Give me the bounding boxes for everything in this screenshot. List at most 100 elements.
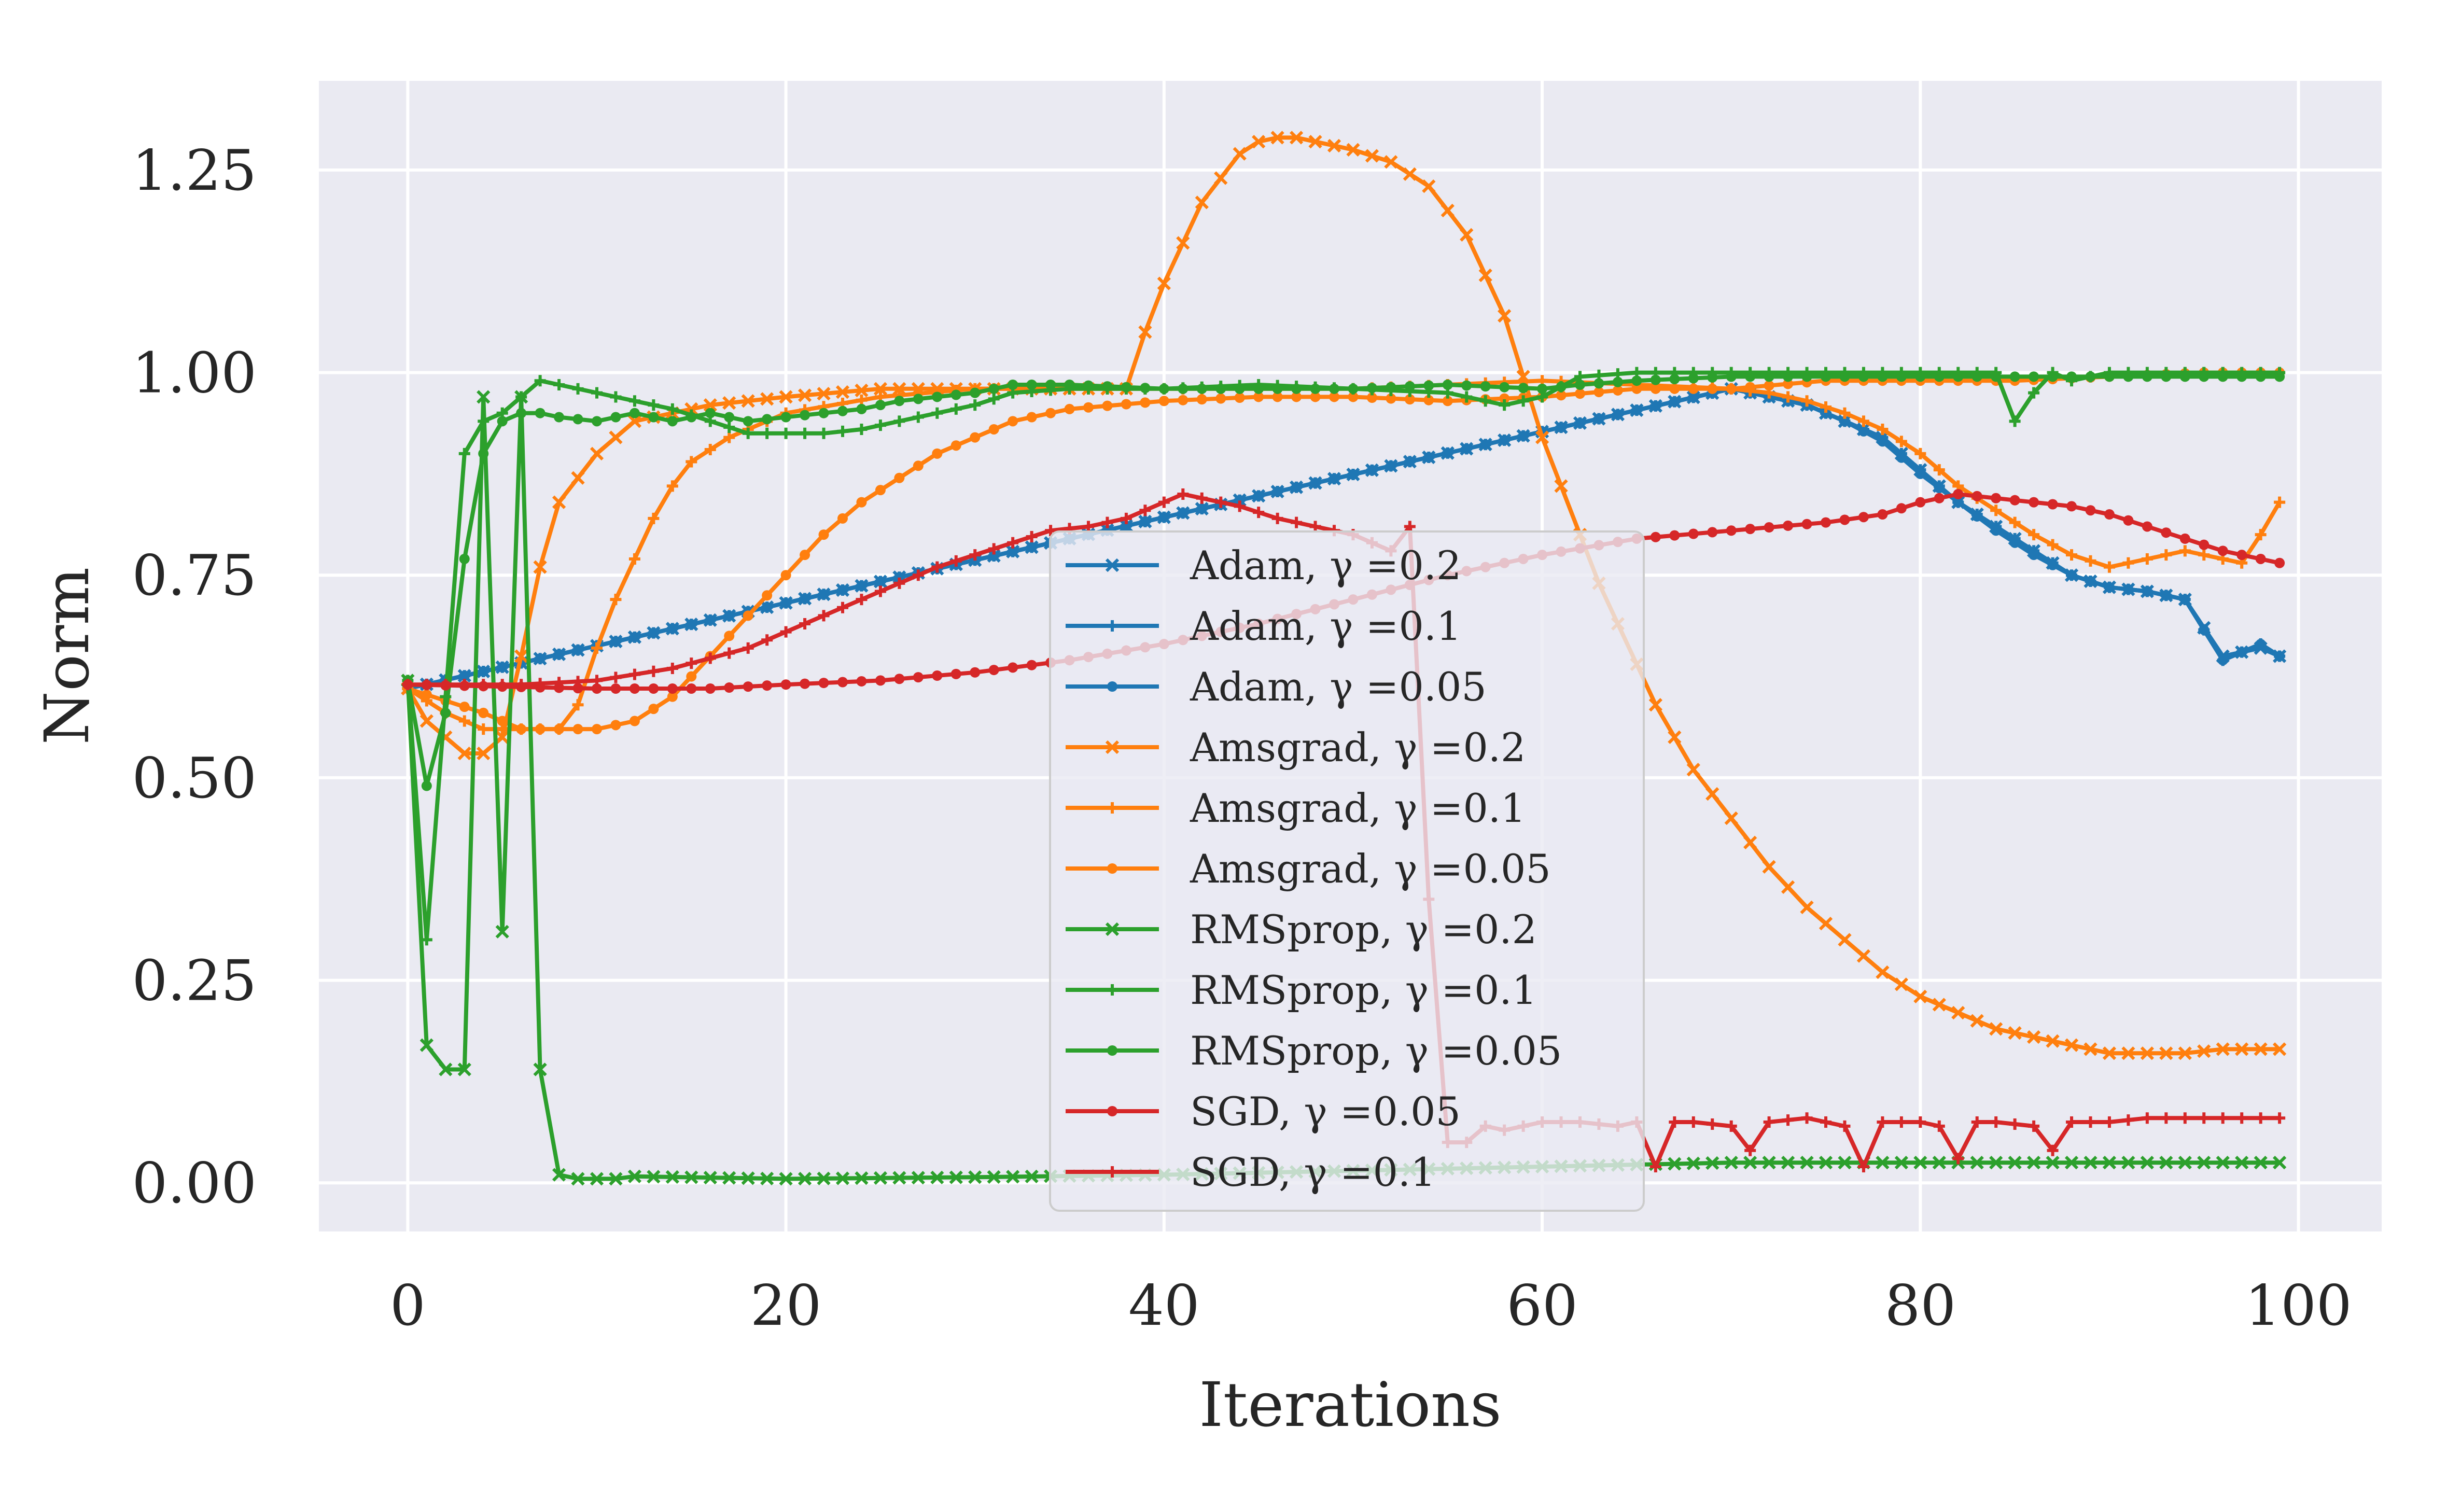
data-point (535, 408, 546, 418)
data-point (2029, 550, 2039, 561)
data-point (1783, 371, 1794, 382)
legend-label: Adam, γ =0.1 (1190, 603, 1461, 649)
data-point (930, 1170, 944, 1185)
data-point (440, 707, 451, 718)
data-point (1612, 385, 1623, 396)
data-point (648, 412, 659, 423)
data-point (1669, 383, 1680, 394)
data-point (817, 1171, 831, 1185)
data-point (800, 410, 810, 421)
data-point (1105, 922, 1120, 936)
data-point (1783, 379, 1794, 389)
data-point (2274, 371, 2285, 382)
data-point (1725, 1120, 1737, 1132)
data-point (779, 1172, 793, 1186)
legend-label: Adam, γ =0.2 (1190, 542, 1461, 589)
data-point (1932, 1156, 1946, 1170)
data-point (1272, 391, 1283, 402)
data-point (1724, 1156, 1738, 1170)
data-point (1404, 381, 1415, 392)
data-point (591, 387, 603, 399)
data-point (780, 679, 791, 690)
data-point (516, 408, 527, 418)
data-point (1499, 382, 1510, 393)
data-point (2235, 1042, 2249, 1056)
data-point (2142, 586, 2152, 597)
data-point (1234, 500, 1246, 512)
data-point (1669, 396, 1680, 407)
data-point (572, 683, 583, 694)
data-point (629, 683, 640, 694)
data-point (1781, 1156, 1795, 1170)
data-point (893, 577, 905, 589)
data-point (1327, 138, 1341, 153)
data-point (1366, 383, 1377, 394)
data-point (1178, 383, 1188, 394)
data-point (2084, 1042, 2098, 1056)
data-point (591, 683, 602, 694)
data-point (818, 427, 830, 439)
data-point (2028, 1120, 2040, 1132)
data-point (591, 675, 603, 687)
data-point (855, 383, 869, 398)
data-point (1782, 391, 1794, 403)
data-point (893, 415, 905, 427)
data-point (1556, 422, 1567, 433)
data-point (627, 1169, 642, 1183)
data-point (2085, 555, 2096, 567)
data-point (703, 398, 717, 412)
data-point (648, 665, 660, 677)
data-point (1195, 195, 1209, 209)
data-point (609, 430, 623, 444)
data-point (1386, 382, 1396, 393)
data-point (1669, 374, 1680, 385)
data-point (1762, 1156, 1776, 1170)
data-point (2142, 521, 2152, 532)
data-point (628, 668, 640, 680)
data-point (497, 716, 508, 726)
data-point (2140, 1156, 2154, 1170)
data-point (950, 668, 961, 679)
data-point (1107, 1166, 1118, 1178)
data-point (1648, 698, 1662, 712)
data-point (1025, 1169, 1039, 1184)
data-point (2046, 1034, 2060, 1048)
data-point (2179, 533, 2190, 544)
y-tick-label: 1.00 (132, 341, 257, 406)
data-point (533, 1062, 547, 1076)
data-point (1270, 131, 1284, 145)
data-point (535, 653, 546, 664)
data-point (856, 580, 867, 591)
data-point (666, 480, 678, 492)
data-point (2274, 1112, 2286, 1124)
x-axis-label: Iterations (1199, 1369, 1501, 1440)
data-point (478, 448, 489, 459)
data-point (610, 391, 622, 403)
data-point (1272, 486, 1283, 497)
data-point (874, 585, 886, 597)
data-point (2217, 545, 2228, 556)
data-point (1649, 1160, 1661, 1172)
data-point (686, 683, 697, 694)
data-point (912, 569, 924, 581)
data-point (457, 1062, 471, 1076)
legend-box (1049, 530, 1645, 1212)
data-point (515, 391, 527, 403)
data-point (1991, 525, 2002, 536)
data-point (1953, 371, 1964, 382)
data-point (628, 553, 640, 565)
data-point (1384, 155, 1398, 169)
data-point (1158, 396, 1169, 407)
data-point (1820, 401, 1832, 413)
data-point (913, 672, 924, 683)
data-point (440, 679, 452, 691)
data-point (1291, 383, 1302, 394)
data-point (875, 485, 886, 496)
data-point (988, 550, 999, 561)
data-point (1083, 380, 1094, 391)
x-tick-label: 60 (1506, 1273, 1577, 1338)
data-point (1107, 1106, 1117, 1116)
data-point (1783, 520, 1794, 531)
data-point (743, 681, 753, 692)
data-point (2064, 1038, 2079, 1052)
